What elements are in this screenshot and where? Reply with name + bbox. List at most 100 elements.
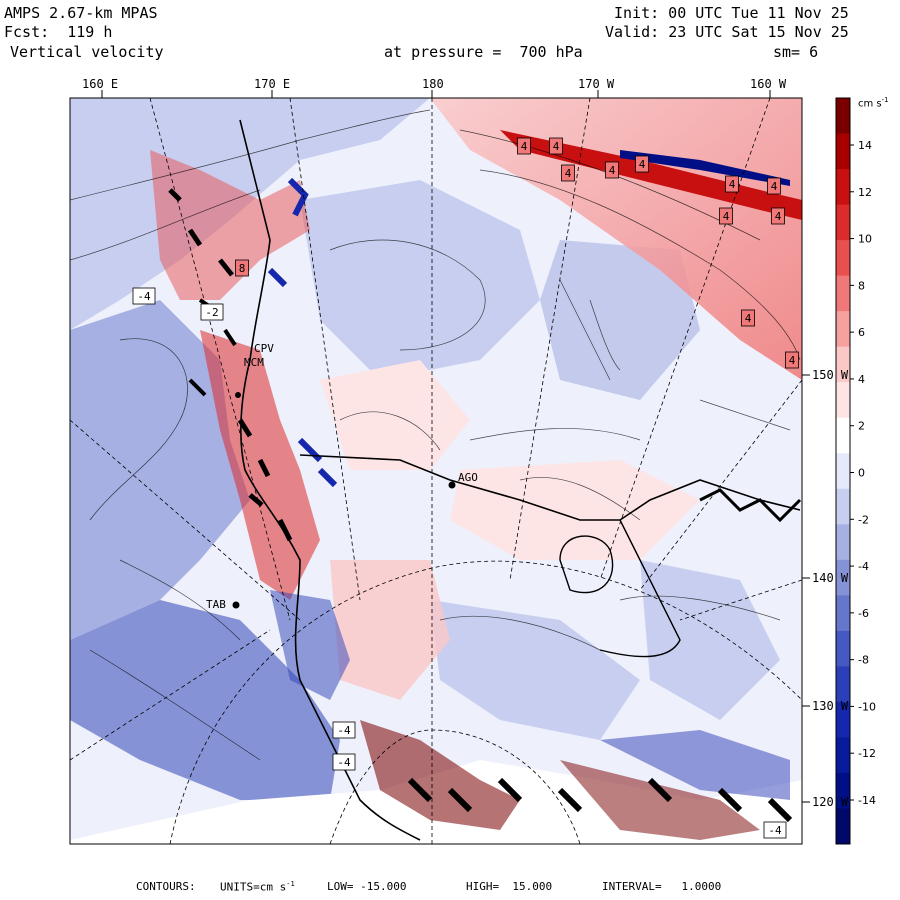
contour-label-box — [771, 207, 785, 225]
footer-high: HIGH= 15.000 — [466, 880, 553, 893]
colorbar-label: -14 — [858, 794, 876, 807]
colorbar-swatch — [836, 346, 850, 383]
blue-region — [640, 560, 780, 720]
contour-label: -4 — [337, 756, 351, 769]
colorbar-swatch — [836, 488, 850, 525]
footer-interval: INTERVAL= 1.0000 — [602, 880, 722, 893]
plot-frame — [69, 97, 803, 845]
red-region — [320, 360, 470, 470]
colorbar-swatch — [836, 595, 850, 632]
colorbar-swatch — [836, 808, 850, 845]
colorbar-label: 6 — [858, 326, 865, 339]
contour-label: 4 — [745, 312, 752, 325]
axis-ticks — [101, 90, 810, 803]
colorbar-label: 12 — [858, 186, 872, 199]
contour-label-box — [785, 351, 799, 369]
lon-label-180: 180 — [422, 77, 444, 91]
colorbar-swatch — [836, 240, 850, 277]
colorbar-units: cm s-1 — [858, 96, 889, 110]
contour-label-box — [763, 821, 787, 839]
colorbar: 14 12 10 8 6 4 2 0 -2 -4 -6 -8 -10 -12 -14 — [835, 97, 876, 845]
coastline-islands — [699, 488, 802, 523]
colorbar-label: -8 — [858, 654, 869, 667]
contour-label: 4 — [521, 140, 528, 153]
lon-label-160e: 160 E — [82, 77, 119, 91]
contour-label: 4 — [723, 210, 730, 223]
colorbar-swatch — [836, 311, 850, 348]
colorbar-swatch — [836, 417, 850, 454]
contour-label-group: 4 4 4 4 4 4 4 4 4 4 4 -4 -4 -4 -4 -2 8 — [132, 137, 799, 839]
colorbar-swatch — [836, 98, 850, 135]
contour-label: 4 — [553, 140, 560, 153]
contour-label-box — [332, 721, 356, 739]
downdraft-core — [620, 150, 790, 186]
field-name: Vertical velocity — [10, 43, 164, 61]
colorbar-label: 0 — [858, 467, 865, 480]
contour-label-box — [549, 137, 563, 155]
colorbar-label: 14 — [858, 139, 872, 152]
contour-label: -2 — [205, 306, 218, 319]
meridian-170e — [289, 98, 361, 601]
contour-label: 4 — [639, 158, 646, 171]
meridian-160w — [599, 98, 771, 581]
colorbar-frame — [835, 97, 851, 845]
footer-contours: CONTOURS: — [136, 880, 196, 893]
graticule — [70, 98, 802, 844]
contour-label: -4 — [337, 724, 351, 737]
contour-label-box — [517, 137, 531, 155]
station-ago: AGO — [458, 471, 478, 484]
blue-region — [70, 600, 340, 800]
colorbar-label: 2 — [858, 420, 865, 433]
colorbar-swatch — [836, 559, 850, 596]
station-cpv: CPV — [254, 342, 274, 355]
colorbar-label: -12 — [858, 747, 876, 760]
station-mcm: MCM — [244, 356, 264, 369]
valid-time: Valid: 23 UTC Sat 15 Nov 25 — [605, 23, 849, 41]
lon-label-170w: 170 W — [578, 77, 615, 91]
meridian-140w — [679, 579, 802, 621]
colorbar-label: 8 — [858, 279, 865, 292]
island-outline — [559, 535, 614, 594]
pressure-level: at pressure = 700 hPa — [384, 43, 583, 61]
contour-label-box — [719, 207, 733, 225]
contour-label-box — [741, 309, 755, 327]
contour-label: -4 — [768, 824, 782, 837]
station-marker — [448, 481, 456, 489]
contour-label-box — [605, 161, 619, 179]
blue-region — [70, 300, 250, 640]
lon-label-120w: 120 W — [812, 795, 849, 809]
colorbar-label: -2 — [858, 513, 869, 526]
contour-label-box — [235, 259, 249, 277]
parallel-circle — [329, 729, 581, 844]
meridian-160e — [149, 98, 291, 621]
colorbar-label: 4 — [858, 373, 865, 386]
footer-units: UNITS=cm s-1 — [220, 880, 295, 894]
contour-label-box — [725, 175, 739, 193]
red-region — [450, 460, 700, 560]
colorbar-swatch — [836, 382, 850, 419]
colorbar-label: -6 — [858, 607, 869, 620]
station-marker — [232, 601, 240, 609]
model-name: AMPS 2.67-km MPAS — [4, 4, 158, 22]
init-time: Init: 00 UTC Tue 11 Nov 25 — [614, 4, 849, 22]
contour-label-box — [561, 164, 575, 182]
colorbar-swatch — [836, 275, 850, 312]
meridian-170w — [509, 98, 591, 581]
blue-region — [430, 600, 640, 740]
lon-label-150w: 150 W — [812, 368, 849, 382]
colorbar-swatch — [836, 737, 850, 774]
colorbar-label: -4 — [858, 560, 869, 573]
contour-label-box — [635, 155, 649, 173]
colorbar-swatch — [836, 772, 850, 809]
blue-region — [300, 180, 540, 380]
forecast-hour: Fcst: 119 h — [4, 23, 113, 41]
contour-label: 4 — [609, 164, 616, 177]
lon-label-170e: 170 E — [254, 77, 291, 91]
meridian-150e — [70, 419, 301, 621]
contour-label-box — [132, 287, 156, 305]
colorbar-swatch — [836, 169, 850, 206]
contour-label: 4 — [729, 178, 736, 191]
colorbar-swatch — [836, 133, 850, 170]
footer-low: LOW= -15.000 — [327, 880, 407, 893]
